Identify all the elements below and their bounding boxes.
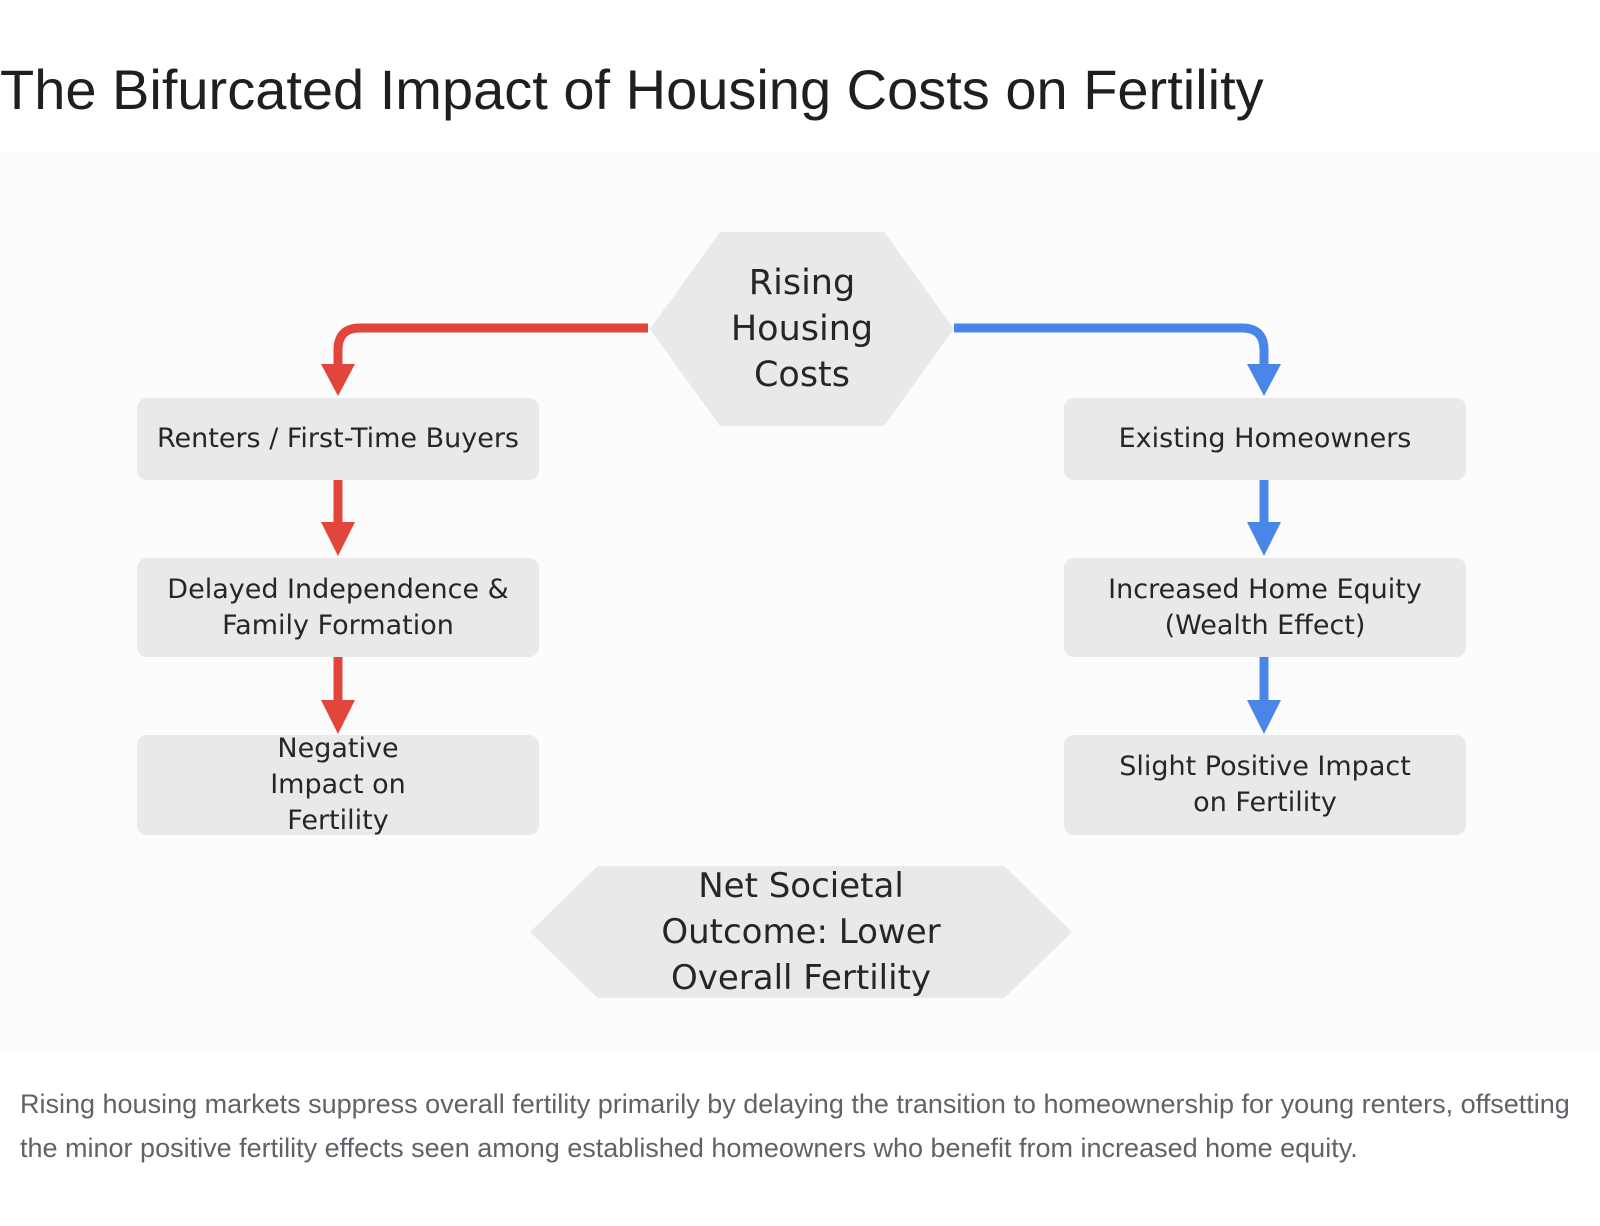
node-negative-impact: Negative Impact on Fertility [137,733,539,836]
arrowhead-delayed [321,522,355,556]
node-label: Slight Positive Impact on Fertility [1119,751,1411,818]
arrowhead-positive [1247,700,1281,734]
connector-root-to-homeowners [954,323,1269,372]
node-delayed-independence: Delayed Independence & Family Formation [137,558,539,657]
node-label: Delayed Independence & Family Formation [167,573,509,641]
node-slight-positive-impact: Slight Positive Impact on Fertility [1064,735,1466,835]
node-label: Negative Impact on Fertility [270,733,406,836]
root-node-label: Rising Housing Costs [730,263,874,395]
outcome-node-net-societal: Net Societal Outcome: Lower Overall Fert… [530,866,1072,998]
connector-root-to-renters [333,323,648,372]
arrowhead-renters [321,364,355,396]
node-label: Renters / First-Time Buyers [156,423,520,454]
root-node-rising-housing-costs: Rising Housing Costs [650,232,954,426]
node-existing-homeowners: Existing Homeowners [1064,398,1466,480]
node-increased-home-equity: Increased Home Equity (Wealth Effect) [1064,558,1466,657]
page-title: The Bifurcated Impact of Housing Costs o… [0,58,1264,121]
node-renters-first-time-buyers: Renters / First-Time Buyers [137,398,539,480]
outcome-node-label: Net Societal Outcome: Lower Overall Fert… [661,866,941,998]
arrowhead-negative [321,700,355,734]
arrowhead-homeowners [1247,364,1281,396]
arrowhead-equity [1247,522,1281,556]
node-label: Existing Homeowners [1118,423,1412,454]
node-label: Increased Home Equity (Wealth Effect) [1108,573,1422,641]
figure-caption: Rising housing markets suppress overall … [20,1089,1570,1163]
